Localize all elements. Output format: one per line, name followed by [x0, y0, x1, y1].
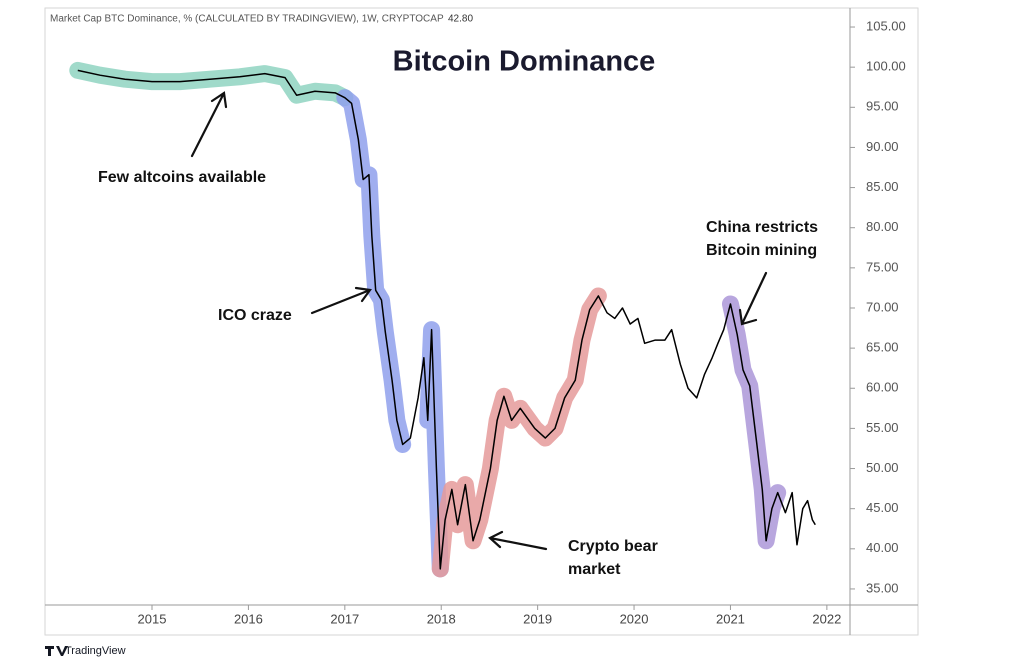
annotation-arrow	[488, 530, 548, 551]
y-tick-label: 90.00	[866, 139, 899, 154]
y-tick-label: 70.00	[866, 299, 899, 314]
y-tick-label: 40.00	[866, 540, 899, 555]
x-tick-label: 2016	[234, 611, 263, 626]
tick-layer: 35.00 40.00 45.00 50.00 55.00 60.00 65.00 70.00…	[138, 18, 906, 626]
annotation: ICO craze	[218, 307, 292, 324]
brand-name: TradingView	[65, 645, 126, 657]
y-tick-label: 65.00	[866, 340, 899, 355]
annotation: Crypto bear	[568, 538, 658, 555]
line-layer	[77, 69, 816, 570]
annotation-arrow	[738, 271, 768, 326]
annotation: market	[568, 561, 621, 578]
chart-title: Bitcoin Dominance	[393, 46, 656, 78]
data-line	[77, 69, 816, 570]
y-tick-label: 50.00	[866, 460, 899, 475]
brand-logo: TradingView	[45, 645, 126, 657]
x-tick-label: 2018	[427, 611, 456, 626]
annotation: Few altcoins available	[98, 169, 266, 186]
last-value: 42.80	[448, 14, 473, 25]
y-tick-label: 55.00	[866, 420, 899, 435]
header: Market Cap BTC Dominance, % (CALCULATED …	[50, 14, 444, 25]
y-tick-label: 105.00	[866, 18, 906, 33]
x-tick-label: 2022	[812, 611, 841, 626]
y-tick-label: 85.00	[866, 179, 899, 194]
x-tick-label: 2020	[620, 611, 649, 626]
x-tick-label: 2019	[523, 611, 552, 626]
y-tick-label: 45.00	[866, 500, 899, 515]
x-tick-label: 2015	[138, 611, 167, 626]
x-tick-label: 2017	[330, 611, 359, 626]
y-tick-label: 80.00	[866, 219, 899, 234]
brand-icon	[45, 646, 68, 656]
annotation-arrow	[310, 286, 372, 315]
y-tick-label: 95.00	[866, 99, 899, 114]
y-tick-label: 60.00	[866, 380, 899, 395]
annotation: Bitcoin mining	[706, 242, 817, 259]
annotation-arrow	[190, 91, 228, 158]
y-tick-label: 75.00	[866, 259, 899, 274]
x-tick-label: 2021	[716, 611, 745, 626]
annotation: China restricts	[706, 219, 818, 236]
y-tick-label: 100.00	[866, 59, 906, 74]
y-tick-label: 35.00	[866, 580, 899, 595]
